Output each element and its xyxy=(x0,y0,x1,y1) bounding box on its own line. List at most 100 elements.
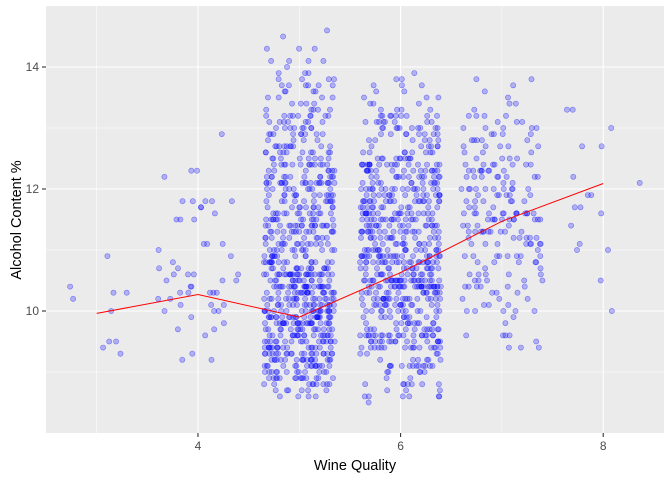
data-point xyxy=(304,289,310,296)
data-point xyxy=(388,277,394,284)
data-point xyxy=(374,155,381,162)
data-point xyxy=(271,253,278,259)
data-point xyxy=(280,228,287,235)
data-point xyxy=(319,283,326,290)
data-point xyxy=(420,289,427,296)
data-point xyxy=(387,283,394,290)
data-point xyxy=(436,161,443,168)
data-point xyxy=(316,338,322,345)
data-point xyxy=(310,301,317,308)
data-point xyxy=(412,216,419,223)
data-point xyxy=(265,222,272,229)
data-point xyxy=(277,332,284,339)
data-point xyxy=(262,222,269,229)
data-point xyxy=(305,283,312,290)
data-point xyxy=(306,271,312,278)
data-point xyxy=(500,167,507,174)
data-point xyxy=(299,356,305,363)
data-point xyxy=(484,277,490,284)
data-point xyxy=(534,173,541,180)
data-point xyxy=(307,112,314,119)
data-point xyxy=(303,283,310,290)
data-point xyxy=(325,167,332,174)
data-point xyxy=(306,381,313,388)
data-point xyxy=(398,112,404,119)
data-point xyxy=(269,253,276,259)
data-point xyxy=(374,271,381,278)
data-point xyxy=(396,277,403,284)
data-point xyxy=(207,289,213,296)
data-point xyxy=(462,283,469,290)
data-point xyxy=(437,338,443,345)
data-point xyxy=(328,295,335,302)
data-point xyxy=(373,222,379,229)
data-point xyxy=(319,362,326,369)
data-point xyxy=(434,289,441,296)
data-point xyxy=(376,228,383,235)
data-point xyxy=(328,289,335,296)
data-point xyxy=(414,295,421,302)
data-point xyxy=(474,222,481,229)
data-point xyxy=(491,216,498,223)
data-point xyxy=(375,283,382,290)
data-point xyxy=(408,179,415,186)
data-point xyxy=(262,326,269,333)
data-point xyxy=(432,289,439,296)
data-point xyxy=(584,192,591,198)
data-point xyxy=(429,149,436,156)
data-point xyxy=(479,149,486,156)
data-point xyxy=(486,210,492,217)
data-point xyxy=(268,216,275,223)
data-point xyxy=(293,265,300,272)
data-point xyxy=(305,387,311,394)
data-point xyxy=(408,210,415,217)
data-point xyxy=(312,362,319,369)
data-point xyxy=(305,289,312,296)
data-point xyxy=(473,155,480,162)
data-point xyxy=(276,119,283,125)
data-point xyxy=(323,192,330,198)
data-point xyxy=(369,204,376,211)
data-point xyxy=(423,265,430,272)
data-point xyxy=(376,301,383,308)
data-point xyxy=(485,301,492,308)
data-point xyxy=(416,240,423,247)
data-point xyxy=(300,247,307,253)
data-point xyxy=(308,320,315,327)
data-point xyxy=(404,186,411,192)
data-point xyxy=(597,277,604,284)
data-point xyxy=(117,350,124,357)
data-point xyxy=(434,167,441,174)
data-point xyxy=(308,362,314,369)
data-point xyxy=(436,192,442,198)
data-point xyxy=(271,381,278,388)
data-point xyxy=(308,265,314,272)
data-point xyxy=(377,234,384,241)
data-point xyxy=(512,100,519,107)
data-point xyxy=(530,210,537,217)
data-point xyxy=(262,320,268,327)
data-point xyxy=(405,320,411,327)
data-point xyxy=(400,234,407,241)
data-point xyxy=(503,173,510,180)
data-point xyxy=(278,161,285,168)
data-point xyxy=(421,137,428,144)
data-point xyxy=(167,295,174,302)
data-point xyxy=(368,143,375,150)
data-point xyxy=(300,356,307,363)
data-point xyxy=(407,375,414,381)
data-point xyxy=(503,112,509,119)
data-point xyxy=(270,161,277,168)
data-point xyxy=(303,338,310,345)
data-point xyxy=(315,314,321,320)
data-point xyxy=(433,222,440,229)
data-point xyxy=(494,192,501,198)
data-point xyxy=(177,216,184,223)
data-point xyxy=(367,344,374,351)
data-point xyxy=(300,277,307,284)
data-point xyxy=(524,137,531,144)
data-point xyxy=(502,332,509,339)
data-point xyxy=(406,259,413,266)
data-point xyxy=(312,222,319,229)
